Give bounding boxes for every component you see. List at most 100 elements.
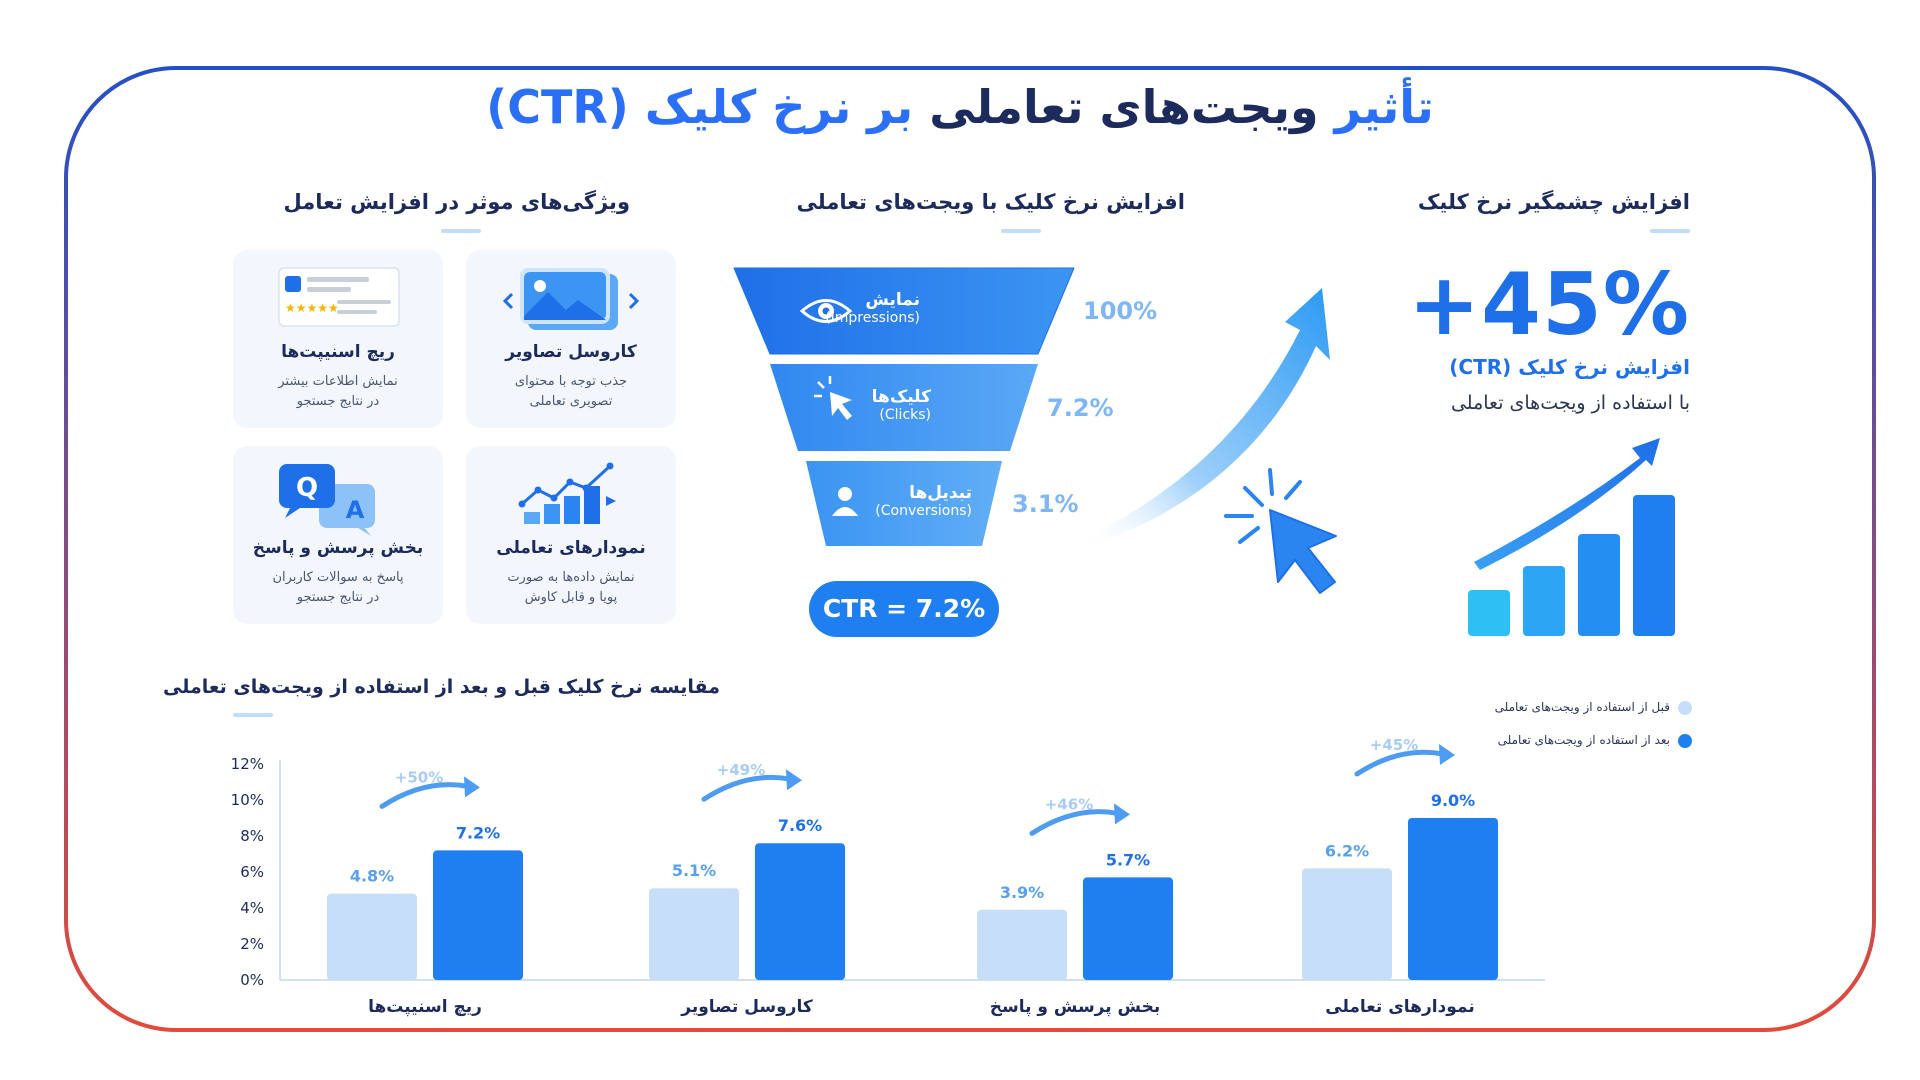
- y-tick-label: 2%: [240, 935, 264, 953]
- funnel-stage-2-label: کلیک‌ها (Clicks): [872, 387, 931, 423]
- funnel-stage-3: [806, 461, 1002, 546]
- funnel-title: افزایش نرخ کلیک با ویجت‌های تعاملی: [796, 190, 1186, 214]
- x-tick-label: بخش پرسش و پاسخ: [990, 997, 1160, 1017]
- legend-dot-before: [1678, 700, 1692, 715]
- title-part2: ویجت‌های تعاملی: [929, 80, 1319, 134]
- x-tick-label: نمودارهای تعاملی: [1325, 997, 1474, 1017]
- features-underline: [441, 229, 481, 233]
- feature-desc: پاسخ به سوالات کاربران در نتایج جستجو: [243, 568, 433, 608]
- feature-desc-line: در نتایج جستجو: [296, 590, 380, 605]
- qa-a-letter: A: [346, 496, 365, 524]
- data-label-after: 7.6%: [778, 816, 822, 835]
- bar-before: [977, 909, 1067, 980]
- data-label-before: 3.9%: [1000, 883, 1044, 902]
- legend-dot-after: [1678, 733, 1692, 748]
- chart-icon: [518, 462, 616, 524]
- increase-arrowhead: [1114, 803, 1130, 825]
- feature-title: ریچ اسنیپت‌ها: [281, 342, 395, 362]
- feature-card-qa: Q A بخش پرسش و پاسخ پاسخ به سوالات کاربر…: [233, 446, 443, 624]
- x-tick-label: ریچ اسنیپت‌ها: [368, 997, 482, 1017]
- ctr-pill: CTR = 7.2%: [809, 581, 999, 637]
- bar-after: [1408, 818, 1498, 980]
- funnel-stage-1-pct: 100%: [1083, 297, 1158, 325]
- increase-arrow: [701, 774, 793, 802]
- eye-icon: [799, 299, 853, 323]
- page-frame: [64, 66, 1876, 1032]
- increase-arrow: [1029, 809, 1121, 836]
- funnel-stage-sub: (Impressions): [825, 310, 920, 326]
- funnel-stage-3-label: تبدیل‌ها (Conversions): [875, 483, 972, 519]
- feature-desc-line: جذب توجه با محتوای: [514, 374, 628, 389]
- funnel-stage-label: کلیک‌ها: [871, 387, 931, 407]
- data-label-after: 7.2%: [456, 823, 500, 842]
- bar-after: [433, 850, 523, 980]
- highlight-title: افزایش چشمگیر نرخ کلیک: [1417, 190, 1690, 214]
- qa-q-letter: Q: [296, 473, 318, 503]
- title-part3: بر نرخ کلیک: [644, 80, 914, 134]
- feature-title: نمودارهای تعاملی: [496, 538, 646, 558]
- funnel-stage-3-pct: 3.1%: [1012, 490, 1079, 518]
- chart-underline: [233, 713, 273, 717]
- y-tick-label: 0%: [240, 971, 264, 989]
- funnel-stage-sub: (Conversions): [875, 503, 972, 519]
- funnel-stage-label: نمایش: [865, 290, 920, 310]
- data-label-after: 5.7%: [1106, 850, 1150, 869]
- user-icon: [832, 487, 858, 516]
- increase-arrow: [1354, 749, 1446, 777]
- feature-desc: جذب توجه با محتوای تصویری تعاملی: [476, 372, 666, 412]
- legend-label-after: بعد از استفاده از ویجت‌های تعاملی: [1497, 733, 1670, 747]
- y-tick-label: 12%: [231, 755, 264, 773]
- feature-desc-line: در نتایج جستجو: [296, 394, 380, 409]
- increase-label: +45%: [1370, 736, 1418, 754]
- increase-label: +49%: [717, 761, 765, 779]
- funnel-stage-2-pct: 7.2%: [1047, 394, 1114, 422]
- x-tick-label: کاروسل تصاویر: [680, 997, 813, 1017]
- y-tick-label: 8%: [240, 827, 264, 845]
- feature-desc-line: تصویری تعاملی: [529, 394, 613, 409]
- legend-label-before: قبل از استفاده از ویجت‌های تعاملی: [1494, 700, 1670, 714]
- qa-bubble-icon: Q A: [279, 464, 375, 536]
- legend-item-before: قبل از استفاده از ویجت‌های تعاملی: [1495, 700, 1692, 715]
- svg-text:★★★★★: ★★★★★: [285, 301, 339, 315]
- mouse-click-icon: [1224, 468, 1337, 594]
- feature-title: بخش پرسش و پاسخ: [252, 538, 424, 558]
- bar-after: [1083, 877, 1173, 980]
- feature-desc: نمایش داده‌ها به صورت پویا و قابل کاوش: [476, 568, 666, 608]
- data-label-after: 9.0%: [1431, 791, 1475, 810]
- funnel-stage-1: [733, 267, 1075, 355]
- increase-arrowhead: [464, 776, 480, 798]
- highlight-line1: افزایش نرخ کلیک (CTR): [1449, 355, 1690, 379]
- y-tick-label: 4%: [240, 899, 264, 917]
- funnel-stage-1-label: نمایش (Impressions): [825, 290, 920, 326]
- funnel-stage-2: [770, 364, 1038, 451]
- feature-card-interactive-charts: نمودارهای تعاملی نمایش داده‌ها به صورت پ…: [466, 446, 676, 624]
- bar-before: [649, 888, 739, 980]
- data-label-before: 4.8%: [350, 867, 394, 886]
- y-tick-label: 10%: [231, 791, 264, 809]
- bar-before: [327, 893, 417, 980]
- feature-card-carousel: کاروسل تصاویر جذب توجه با محتوای تصویری …: [466, 250, 676, 428]
- growth-arrow: [1080, 288, 1330, 544]
- feature-desc-line: نمایش داده‌ها به صورت: [507, 570, 635, 585]
- increase-arrowhead: [1439, 744, 1455, 765]
- title-part1: تأثیر: [1334, 80, 1434, 134]
- growth-bars-icon: [1468, 438, 1675, 636]
- title-part4: (CTR): [486, 80, 629, 134]
- funnel-stage-label: تبدیل‌ها: [909, 483, 972, 503]
- feature-desc-line: پویا و قابل کاوش: [524, 590, 618, 605]
- highlight-value: +45%: [1408, 255, 1690, 355]
- increase-arrow: [379, 782, 471, 809]
- feature-desc-line: پاسخ به سوالات کاربران: [272, 570, 404, 585]
- feature-desc-line: نمایش اطلاعات بیشتر: [278, 374, 398, 389]
- features-title: ویژگی‌های موثر در افزایش تعامل: [283, 190, 630, 214]
- feature-desc: نمایش اطلاعات بیشتر در نتایج جستجو: [243, 372, 433, 412]
- legend-item-after: بعد از استفاده از ویجت‌های تعاملی: [1498, 733, 1692, 748]
- chart-title: مقایسه نرخ کلیک قبل و بعد از استفاده از …: [162, 676, 720, 698]
- increase-label: +46%: [1045, 795, 1093, 813]
- feature-title: کاروسل تصاویر: [505, 342, 637, 362]
- data-label-before: 5.1%: [672, 861, 716, 880]
- highlight-underline: [1650, 229, 1690, 233]
- y-tick-label: 6%: [240, 863, 264, 881]
